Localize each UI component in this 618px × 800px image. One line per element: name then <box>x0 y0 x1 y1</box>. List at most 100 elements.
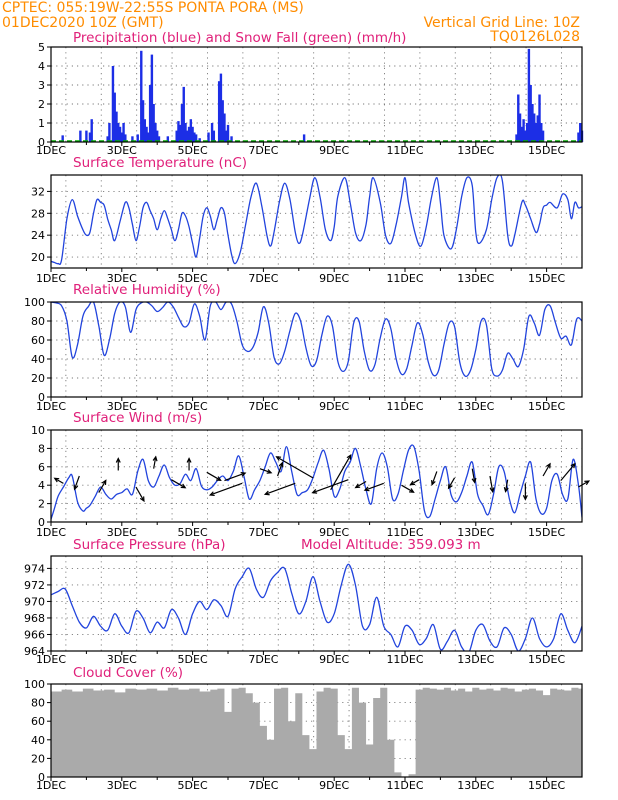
x-tick-label: 3DEC <box>107 526 137 539</box>
precip-bar <box>518 113 522 142</box>
wind-arrow-head <box>240 472 247 477</box>
precip-bar <box>534 123 538 142</box>
precip-bar <box>221 100 224 142</box>
panel-frame <box>50 174 583 269</box>
wind-arrow-head <box>354 483 361 489</box>
precip-bar <box>529 85 532 142</box>
wind-arrow <box>264 482 296 495</box>
x-tick-label: 5DEC <box>178 144 208 157</box>
cloud-cover-area <box>51 687 582 777</box>
y-tick-label: 4 <box>38 479 45 492</box>
precip-bar <box>223 113 226 142</box>
wind-arrow-head <box>431 480 436 486</box>
x-tick-label: 1DEC <box>36 779 66 792</box>
x-tick-label: 3DEC <box>107 779 137 792</box>
precip-bar <box>541 130 545 142</box>
x-tick-label: 11DEC <box>386 526 423 539</box>
y-tick-label: 24 <box>31 229 45 242</box>
x-tick-label: 11DEC <box>386 144 423 157</box>
panel-title: Cloud Cover (%) <box>73 665 183 681</box>
panel-frame <box>50 46 583 143</box>
wind-arrow <box>153 456 157 469</box>
precip-bar <box>177 121 180 142</box>
header-station: CPTEC: 055:19W-22:55S PONTA PORA (MS) <box>2 0 304 16</box>
panel-precipitation: 0 1 2 3 4 5 1DEC 3DEC 5DEC 7DEC 9DEC 11DEC 13DEC 15DE… <box>36 30 584 157</box>
y-tick-label: 100 <box>24 296 45 309</box>
precip-bar <box>150 54 154 142</box>
precip-bar <box>115 111 118 142</box>
wind-arrow-head <box>115 457 121 463</box>
y-tick-label: 972 <box>24 579 45 592</box>
surface_pressure-line <box>51 563 582 651</box>
precip-bar <box>517 94 520 142</box>
panel-frame <box>50 555 583 652</box>
precip-bar <box>117 123 120 142</box>
x-tick-label: 5DEC <box>178 400 208 413</box>
wind-arrow <box>355 481 367 489</box>
wind-arrow-head <box>503 487 509 493</box>
y-tick-label: 6 <box>38 461 45 474</box>
wind-arrow <box>578 480 590 488</box>
y-tick-label: 60 <box>31 715 45 728</box>
wind-arrow-head <box>311 489 318 494</box>
wind-arrow-head <box>278 461 284 468</box>
precip-bar <box>522 119 525 142</box>
y-tick-label: 80 <box>31 315 45 328</box>
x-tick-label: 9DEC <box>319 653 349 666</box>
precip-bar <box>184 123 187 142</box>
precip-bar <box>140 50 143 142</box>
precip-bar <box>525 123 529 142</box>
wind-arrow <box>401 484 414 493</box>
surface_wind-line <box>51 444 582 520</box>
y-tick-label: 0 <box>38 136 45 149</box>
y-tick-label: 5 <box>38 41 45 54</box>
precip-bar <box>148 85 152 142</box>
x-tick-label: 5DEC <box>178 779 208 792</box>
precip-bar <box>157 136 161 142</box>
wind-arrow-head <box>186 457 192 463</box>
wind-arrow <box>276 456 314 479</box>
precip-bar <box>180 104 184 142</box>
x-tick-label: 9DEC <box>319 272 349 285</box>
x-tick-label: 3DEC <box>107 653 137 666</box>
panel-subtitle: Model Altitude: 359.093 m <box>301 537 481 553</box>
wind-arrow-head <box>266 469 273 474</box>
panel-title: Surface Temperature (nC) <box>73 155 247 171</box>
x-tick-label: 9DEC <box>319 779 349 792</box>
y-tick-label: 2 <box>38 98 45 111</box>
y-tick-label: 974 <box>24 562 45 575</box>
wind-arrow-head <box>471 477 477 484</box>
x-tick-label: 9DEC <box>319 144 349 157</box>
x-tick-label: 15DEC <box>528 779 565 792</box>
wind-arrow <box>224 472 246 482</box>
precip-bar <box>141 100 145 142</box>
precip-bar <box>230 136 233 142</box>
x-tick-label: 11DEC <box>386 779 423 792</box>
precip-bar <box>538 94 541 142</box>
precip-bar <box>131 136 134 142</box>
precip-bar <box>111 66 115 142</box>
wind-arrow-head <box>346 453 352 460</box>
wind-arrow-head <box>409 488 415 493</box>
precip-bar <box>217 81 221 142</box>
panel-temperature: 20 24 28 32 1DEC 3DEC 5DEC 7DEC 9DEC 11DEC 13DEC 15… <box>31 155 583 285</box>
x-tick-label: 15DEC <box>528 400 565 413</box>
precip-bar <box>219 73 223 142</box>
x-tick-label: 9DEC <box>319 400 349 413</box>
precip-bar <box>524 130 527 142</box>
panel-frame <box>50 429 583 523</box>
wind-arrow <box>542 463 551 477</box>
x-tick-label: 5DEC <box>178 526 208 539</box>
precip-bar <box>122 123 125 142</box>
x-tick-label: 1DEC <box>36 144 66 157</box>
y-tick-label: 40 <box>31 353 45 366</box>
y-tick-label: 0 <box>38 516 45 529</box>
header-date: 01DEC2020 10Z (GMT) <box>2 15 164 31</box>
x-tick-label: 1DEC <box>36 272 66 285</box>
panel-surface_wind: 0 2 4 6 8 10 1DEC 3DEC 5DEC 7DEC 9DEC 11DEC 13DEC 15D… <box>31 410 591 539</box>
y-tick-label: 28 <box>31 207 45 220</box>
wind-arrow <box>98 480 107 493</box>
wind-arrow-head <box>216 476 222 482</box>
precip-bar <box>225 130 228 142</box>
y-tick-label: 100 <box>24 678 45 691</box>
